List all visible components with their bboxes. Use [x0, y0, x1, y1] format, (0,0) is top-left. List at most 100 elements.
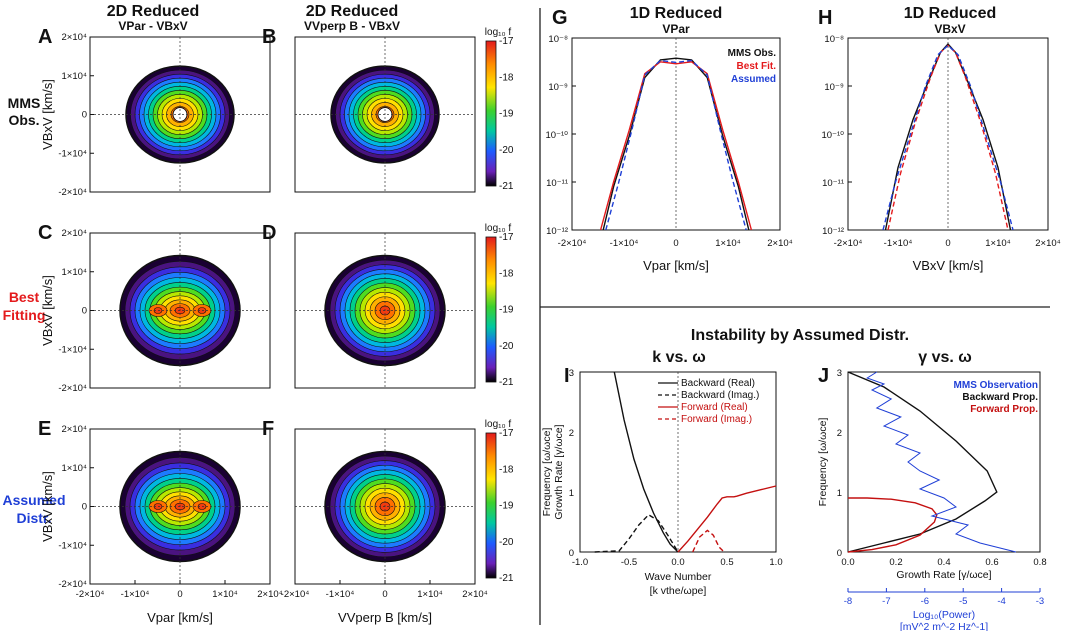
y-tick-label: -1×10⁴ — [58, 148, 87, 159]
legend-entry: Forward (Real) — [681, 402, 748, 413]
x-tick-label: -0.5 — [621, 557, 637, 568]
y-tick-label: 10⁻⁸ — [824, 34, 844, 45]
x-tick-label: 0.8 — [1033, 557, 1046, 568]
colorbar-label: log₁₀ f — [485, 419, 512, 430]
y-tick-label: 10⁻¹¹ — [822, 178, 844, 189]
panel-letter-c: C — [38, 222, 52, 244]
series-backward-imag — [594, 513, 679, 553]
colorbar-tick-label: -19 — [499, 109, 514, 120]
y-tick-label: -2×10⁴ — [58, 579, 87, 590]
y-tick-label: 0 — [569, 548, 574, 559]
x-axis-label: VBxV [km/s] — [913, 258, 984, 273]
row2-label-line1: Best — [9, 289, 40, 305]
panel-letter-i: I — [564, 365, 570, 387]
y-tick-label: -1×10⁴ — [58, 344, 87, 355]
series-mms-obs — [602, 57, 750, 231]
colorbar-tick-label: -18 — [499, 464, 514, 475]
y-tick-label: 2×10⁴ — [62, 32, 87, 43]
panel-e: E 2×10⁴ 1×10⁴ 0 -1×10⁴ -2×10⁴ VBxV [km/s] -2×10… — [38, 418, 283, 625]
y-axis-label: Frequency [ω/ωce] — [817, 418, 829, 507]
y-tick-label: 10⁻⁹ — [548, 82, 568, 93]
row1-label-line2: Obs. — [8, 112, 39, 128]
panel-g: 10⁻⁸ 10⁻⁹ 10⁻¹⁰ 10⁻¹¹ 10⁻¹²-2×10⁴ -1×10⁴ 0 1×10… — [545, 34, 792, 273]
instability-title: Instability by Assumed Distr. — [691, 327, 909, 344]
x-tick-label: 0 — [177, 589, 182, 600]
y-tick-label: 2 — [569, 428, 574, 439]
x-tick-label: -1×10⁴ — [884, 238, 913, 249]
colorbar-gradient — [485, 236, 497, 383]
legend-entry: Backward Prop. — [962, 392, 1038, 403]
y-tick-label: -2×10⁴ — [58, 187, 87, 198]
h-title: 1D Reduced — [904, 5, 996, 22]
x-tick-label: 0.5 — [720, 557, 733, 568]
y-tick-label: 1×10⁴ — [62, 267, 87, 278]
j-title: γ vs. ω — [918, 349, 972, 366]
series-assumed — [882, 44, 1014, 231]
y-tick-label: 0 — [82, 306, 87, 317]
x-axis-label: Vpar [km/s] — [643, 258, 709, 273]
h-subtitle: VBxV — [934, 22, 965, 36]
panel-f: F -2×10⁴ -1×10⁴ 0 1×10⁴ 2×10⁴ VVperp B [km/s] — [262, 418, 488, 625]
plot-frame — [847, 371, 1041, 553]
panel-c: C 2×10⁴ 1×10⁴ 0 -1×10⁴ -2×10⁴ VBxV [km/s] — [38, 222, 271, 394]
col2-title: 2D Reduced — [306, 3, 398, 20]
col1-title: 2D Reduced — [107, 3, 199, 20]
colorbar-tick-label: -19 — [499, 305, 514, 316]
panel-h: 10⁻⁸ 10⁻⁹ 10⁻¹⁰ 10⁻¹¹ 10⁻¹²-2×10⁴ -1×10⁴ 0 1×10… — [821, 34, 1060, 273]
x-tick-label: 2×10⁴ — [257, 589, 282, 600]
g-title: 1D Reduced — [630, 5, 722, 22]
x-axis-sublabel: [k vthe/ωpe] — [650, 585, 707, 597]
y-tick-label: 10⁻¹¹ — [546, 178, 568, 189]
y-tick-label: 2 — [837, 428, 842, 439]
series-best-fit — [599, 61, 753, 231]
y-tick-label: 10⁻⁹ — [824, 82, 844, 93]
y-tick-label: 0 — [837, 548, 842, 559]
y-tick-label: 3 — [837, 368, 842, 379]
colorbar-tick-label: -18 — [499, 268, 514, 279]
x-tick-label: -1×10⁴ — [121, 589, 150, 600]
series-backward-real — [613, 371, 679, 553]
panel-letter-f: F — [262, 418, 274, 440]
x-tick-label: 0 — [382, 589, 387, 600]
x-axis-label: Growth Rate [γ/ωce] — [896, 569, 991, 581]
colorbar-tick-label: -21 — [499, 573, 514, 584]
panel-d: D — [262, 222, 476, 389]
x-tick-label: 0 — [673, 238, 678, 249]
x-tick-label: 2×10⁴ — [1035, 238, 1060, 249]
colorbar-tick-label: -17 — [499, 428, 514, 439]
x-tick-label: 1×10⁴ — [417, 589, 442, 600]
x-tick-label: 0.2 — [889, 557, 902, 568]
x-tick-label: -1.0 — [572, 557, 588, 568]
x-tick-label: 2×10⁴ — [462, 589, 487, 600]
x-axis-label: VVperp B [km/s] — [338, 610, 432, 625]
x-tick-label: 1×10⁴ — [212, 589, 237, 600]
colorbar-tick-label: -19 — [499, 501, 514, 512]
colorbar: log₁₀ f-17 -18 -19 -20 -21 — [485, 419, 514, 584]
legend-entry: Assumed — [731, 74, 776, 85]
y-axis-label: VBxV [km/s] — [40, 79, 55, 150]
row1-label-line1: MMS — [8, 95, 41, 111]
x-tick-label: 1×10⁴ — [715, 238, 740, 249]
y-axis-label: VBxV [km/s] — [40, 275, 55, 346]
series-forward-imag — [692, 529, 725, 553]
legend-entry: Backward (Imag.) — [681, 390, 759, 401]
y-tick-label: 2×10⁴ — [62, 228, 87, 239]
y-tick-label: -1×10⁴ — [58, 540, 87, 551]
panel-letter-j: J — [818, 365, 829, 387]
x-tick-label: -1×10⁴ — [610, 238, 639, 249]
colorbar-tick-label: -20 — [499, 341, 514, 352]
legend-entry: Forward Prop. — [970, 404, 1038, 415]
x-tick-label: 1×10⁴ — [985, 238, 1010, 249]
x-tick-label: 0.6 — [985, 557, 998, 568]
colorbar-tick-label: -20 — [499, 537, 514, 548]
y-tick-label: 1×10⁴ — [62, 463, 87, 474]
y-tick-label: 10⁻⁸ — [548, 34, 568, 45]
x-tick-label: 2×10⁴ — [767, 238, 792, 249]
x-tick-label: 0.0 — [841, 557, 854, 568]
g-subtitle: VPar — [662, 22, 690, 36]
x2-tick-label: -6 — [921, 596, 929, 607]
x-tick-label: -1×10⁴ — [326, 589, 355, 600]
series-assumed — [605, 59, 747, 231]
row3-label-line1: Assumed — [2, 492, 65, 508]
